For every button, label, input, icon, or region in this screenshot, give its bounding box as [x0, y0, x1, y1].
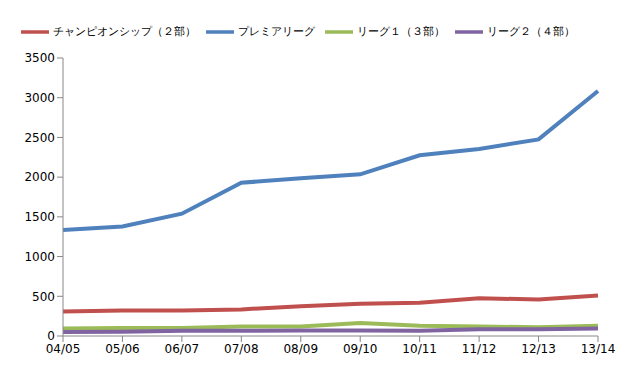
svg-text:13/14: 13/14 — [581, 342, 616, 356]
svg-text:2500: 2500 — [24, 131, 55, 145]
html-text:リーグ１（３部）: リーグ１（３部） — [357, 25, 445, 38]
svg-text:3000: 3000 — [24, 91, 55, 105]
svg-text:07/08: 07/08 — [224, 342, 259, 356]
html-text:プレミアリーグ: プレミアリーグ — [238, 25, 315, 38]
svg-text:05/06: 05/06 — [105, 342, 140, 356]
svg-text:06/07: 06/07 — [165, 342, 200, 356]
svg-text:1500: 1500 — [24, 210, 55, 224]
svg-text:10/11: 10/11 — [402, 342, 437, 356]
svg-text:500: 500 — [32, 290, 55, 304]
svg-text:04/05: 04/05 — [46, 342, 81, 356]
svg-text:1000: 1000 — [24, 250, 55, 264]
svg-text:09/10: 09/10 — [343, 342, 378, 356]
html-text:チャンピオンシップ（２部）: チャンピオンシップ（２部） — [53, 25, 196, 38]
svg-text:11/12: 11/12 — [462, 342, 497, 356]
svg-text:0: 0 — [47, 329, 55, 343]
svg-text:08/09: 08/09 — [283, 342, 318, 356]
svg-text:3500: 3500 — [24, 51, 55, 65]
svg-text:12/13: 12/13 — [521, 342, 556, 356]
html-text:リーグ２（４部）: リーグ２（４部） — [487, 25, 575, 38]
svg-text:2000: 2000 — [24, 170, 55, 184]
